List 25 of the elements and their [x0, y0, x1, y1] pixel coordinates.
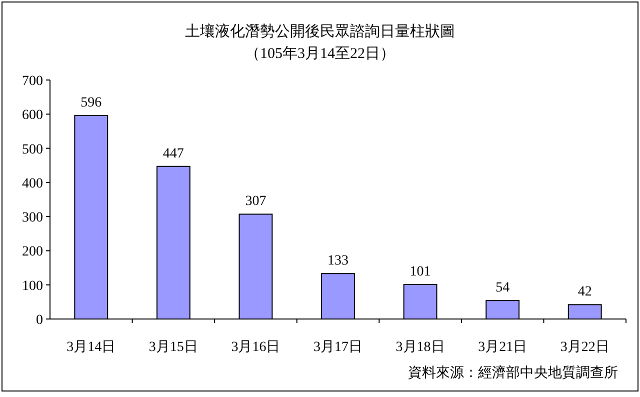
data-label: 42 [578, 284, 592, 300]
y-tick-label: 700 [22, 74, 43, 89]
x-tick-label: 3月21日 [478, 340, 528, 355]
y-tick-label: 0 [36, 313, 43, 328]
y-tick-label: 300 [22, 210, 43, 226]
x-tick-label: 3月14日 [66, 340, 116, 355]
y-tick-label: 200 [22, 244, 43, 260]
x-tick-label: 3月16日 [231, 340, 280, 355]
data-label: 54 [496, 280, 510, 296]
data-label: 596 [80, 96, 102, 111]
x-tick-label: 3月15日 [148, 340, 198, 355]
y-tick-label: 400 [22, 176, 43, 192]
y-tick-label: 600 [22, 108, 43, 124]
y-tick-label: 500 [22, 142, 43, 158]
chart-subtitle: （105年3月14至22日） [245, 45, 395, 62]
x-tick-label: 3月18日 [396, 340, 445, 355]
source-note: 資料來源：經濟部中央地質調查所 [408, 365, 618, 381]
x-tick-label: 3月22日 [560, 340, 610, 355]
data-label: 307 [245, 194, 266, 210]
data-label: 133 [328, 254, 348, 269]
y-tick-label: 100 [22, 278, 43, 294]
x-tick-label: 3月17日 [314, 340, 362, 355]
chart-title: 土壤液化潛勢公開後民眾諮詢日量柱狀圖 [185, 23, 455, 40]
data-label: 101 [410, 264, 431, 280]
data-label: 447 [162, 146, 184, 162]
